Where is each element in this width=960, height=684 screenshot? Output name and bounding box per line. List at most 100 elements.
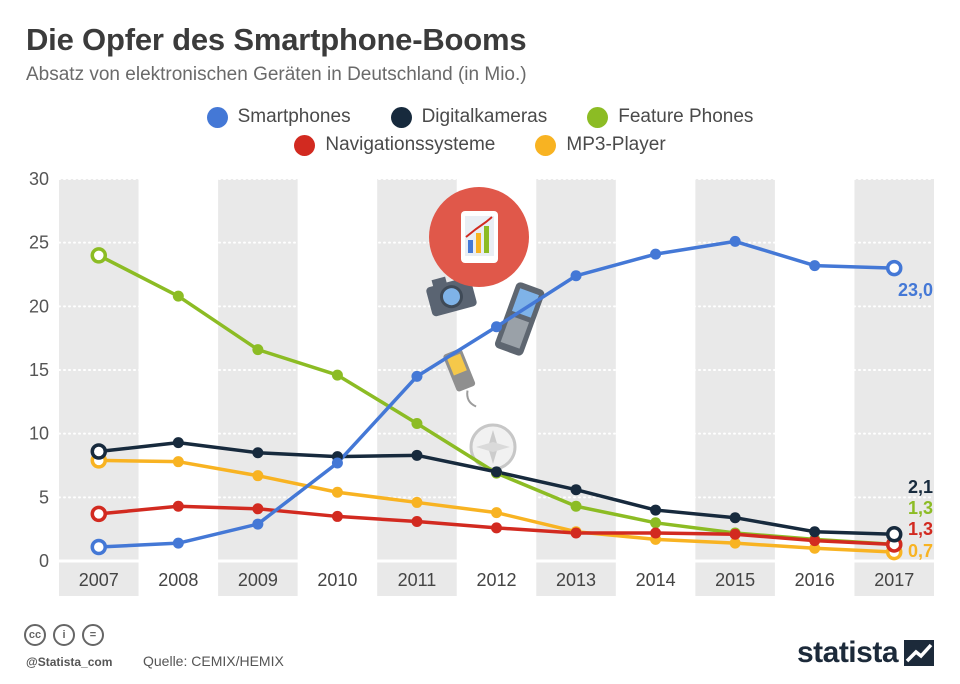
data-point-mp3-player: [331, 486, 343, 498]
data-point-feature-phones: [570, 500, 582, 512]
data-point-smartphones: [650, 248, 662, 260]
cc-icon: cc: [24, 624, 46, 646]
data-point-feature-phones: [331, 369, 343, 381]
end-label-mp3-player: 0,7: [908, 541, 933, 561]
legend-dot-navigationssysteme: [294, 134, 316, 156]
no-derivatives-icon: =: [82, 624, 104, 646]
data-point-digitalkameras: [172, 437, 184, 449]
data-point-smartphones: [570, 270, 582, 282]
x-tick-label: 2016: [795, 570, 835, 590]
data-point-smartphones: [331, 457, 343, 469]
x-tick-label: 2010: [317, 570, 357, 590]
legend-item-navigationssysteme: Navigationssysteme: [294, 134, 495, 156]
legend-dot-digitalkameras: [390, 106, 412, 128]
data-point-feature-phones: [172, 290, 184, 302]
x-tick-label: 2007: [79, 570, 119, 590]
data-point-navigationssysteme: [252, 503, 264, 515]
x-axis-ticks: 2007 2008 2009 2010 2011 2012 2013 2014 2015 2016…: [79, 570, 915, 590]
data-point-digitalkameras: [411, 449, 423, 461]
data-point-navigationssysteme: [90, 505, 108, 523]
end-labels: 23,02,11,31,30,7: [898, 280, 933, 561]
data-point-feature-phones: [650, 517, 662, 529]
data-point-digitalkameras: [90, 443, 108, 460]
data-point-digitalkameras: [570, 484, 582, 496]
x-tick-label: 2009: [238, 570, 278, 590]
footer-source: Quelle: CEMIX/HEMIX: [143, 653, 284, 669]
y-tick-label: 25: [29, 233, 49, 253]
legend-item-mp3-player: MP3-Player: [535, 134, 666, 156]
feature-phone-icon: [495, 282, 545, 356]
data-point-smartphones: [90, 538, 108, 556]
logo-text: statista: [796, 636, 899, 669]
data-point-smartphones: [809, 260, 821, 272]
y-tick-label: 30: [29, 169, 49, 189]
y-tick-label: 20: [29, 296, 49, 316]
data-point-navigationssysteme: [491, 522, 502, 534]
data-point-feature-phones: [411, 417, 423, 429]
x-tick-label: 2012: [476, 570, 516, 590]
data-point-smartphones: [172, 537, 184, 549]
data-point-navigationssysteme: [411, 516, 423, 528]
column-band-2009: [218, 179, 298, 596]
y-tick-label: 15: [29, 360, 49, 380]
data-point-digitalkameras: [809, 526, 821, 538]
data-point-feature-phones: [252, 344, 264, 356]
legend-dot-smartphones: [206, 106, 228, 128]
camera-icon: [426, 276, 477, 317]
legend-item-smartphones: Smartphones: [206, 106, 351, 128]
data-point-digitalkameras: [491, 466, 502, 478]
data-point-smartphones: [252, 518, 264, 530]
data-point-digitalkameras: [729, 512, 741, 524]
x-tick-label: 2013: [556, 570, 596, 590]
x-tick-label: 2008: [158, 570, 198, 590]
data-point-digitalkameras: [885, 526, 903, 543]
compass-icon: [469, 423, 517, 471]
y-tick-label: 10: [29, 424, 49, 444]
data-point-mp3-player: [809, 542, 821, 554]
legend-row-1: Smartphones Digitalkameras Feature Phone…: [206, 106, 754, 128]
data-point-mp3-player: [729, 537, 741, 549]
y-tick-label: 0: [39, 551, 49, 571]
y-tick-label: 5: [39, 487, 49, 507]
legend-label-navigationssysteme: Navigationssysteme: [325, 134, 496, 155]
data-point-mp3-player: [411, 496, 423, 508]
data-point-digitalkameras: [252, 447, 264, 459]
footer-handle: @Statista_com: [26, 655, 113, 669]
data-point-navigationssysteme: [729, 528, 741, 540]
data-point-mp3-player: [491, 507, 502, 519]
license-icons: cc i =: [24, 624, 104, 646]
data-point-smartphones: [411, 370, 423, 382]
data-point-navigationssysteme: [809, 535, 821, 547]
chart-title: Die Opfer des Smartphone-Booms: [26, 22, 527, 57]
illustration: [426, 187, 545, 471]
statista-logo[interactable]: statista: [797, 636, 934, 670]
gridlines: [58, 178, 935, 563]
legend-label-feature-phones: Feature Phones: [618, 106, 754, 127]
legend-item-digitalkameras: Digitalkameras: [390, 106, 548, 128]
x-tick-label: 2014: [636, 570, 676, 590]
tablet-chart-icon: [429, 187, 529, 287]
x-tick-label: 2011: [398, 570, 437, 590]
data-point-mp3-player: [252, 470, 264, 482]
legend-dot-feature-phones: [587, 106, 609, 128]
x-tick-label: 2015: [715, 570, 755, 590]
data-point-smartphones: [885, 259, 903, 277]
end-label-navigationssysteme: 1,3: [908, 519, 933, 539]
data-point-navigationssysteme: [570, 527, 582, 539]
end-label-digitalkameras: 2,1: [908, 477, 933, 497]
y-axis-ticks: 0 5 10 15 20 25 30: [29, 169, 49, 571]
x-tick-label: 2017: [874, 570, 914, 590]
end-label-feature-phones: 1,3: [908, 498, 933, 518]
legend-label-digitalkameras: Digitalkameras: [421, 106, 548, 127]
data-point-smartphones: [491, 321, 502, 333]
data-point-smartphones: [729, 235, 741, 247]
data-point-mp3-player: [172, 456, 184, 468]
legend-label-smartphones: Smartphones: [237, 106, 351, 127]
chart-subtitle: Absatz von elektronischen Geräten in Deu…: [26, 64, 527, 85]
legend-dot-mp3-player: [535, 134, 557, 156]
data-point-digitalkameras: [650, 504, 662, 516]
data-point-feature-phones: [90, 247, 108, 264]
statista-logo-icon: [904, 640, 934, 666]
column-band-2007: [59, 179, 139, 596]
